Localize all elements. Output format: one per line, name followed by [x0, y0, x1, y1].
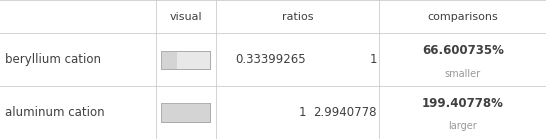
- Text: 199.40778%: 199.40778%: [422, 97, 503, 110]
- Text: comparisons: comparisons: [428, 12, 498, 22]
- Bar: [161, 103, 210, 122]
- Bar: [161, 50, 177, 69]
- Text: smaller: smaller: [444, 69, 481, 79]
- Text: 1: 1: [369, 53, 377, 66]
- Bar: [161, 50, 210, 69]
- Text: larger: larger: [448, 121, 477, 131]
- Text: aluminum cation: aluminum cation: [5, 106, 105, 119]
- Text: 2.9940778: 2.9940778: [313, 106, 377, 119]
- Bar: [161, 103, 210, 122]
- Bar: [161, 103, 210, 122]
- Text: ratios: ratios: [282, 12, 313, 22]
- Text: 66.600735%: 66.600735%: [422, 44, 503, 57]
- Text: beryllium cation: beryllium cation: [5, 53, 102, 66]
- Text: 0.33399265: 0.33399265: [235, 53, 306, 66]
- Bar: [161, 50, 210, 69]
- Text: visual: visual: [169, 12, 202, 22]
- Text: 1: 1: [298, 106, 306, 119]
